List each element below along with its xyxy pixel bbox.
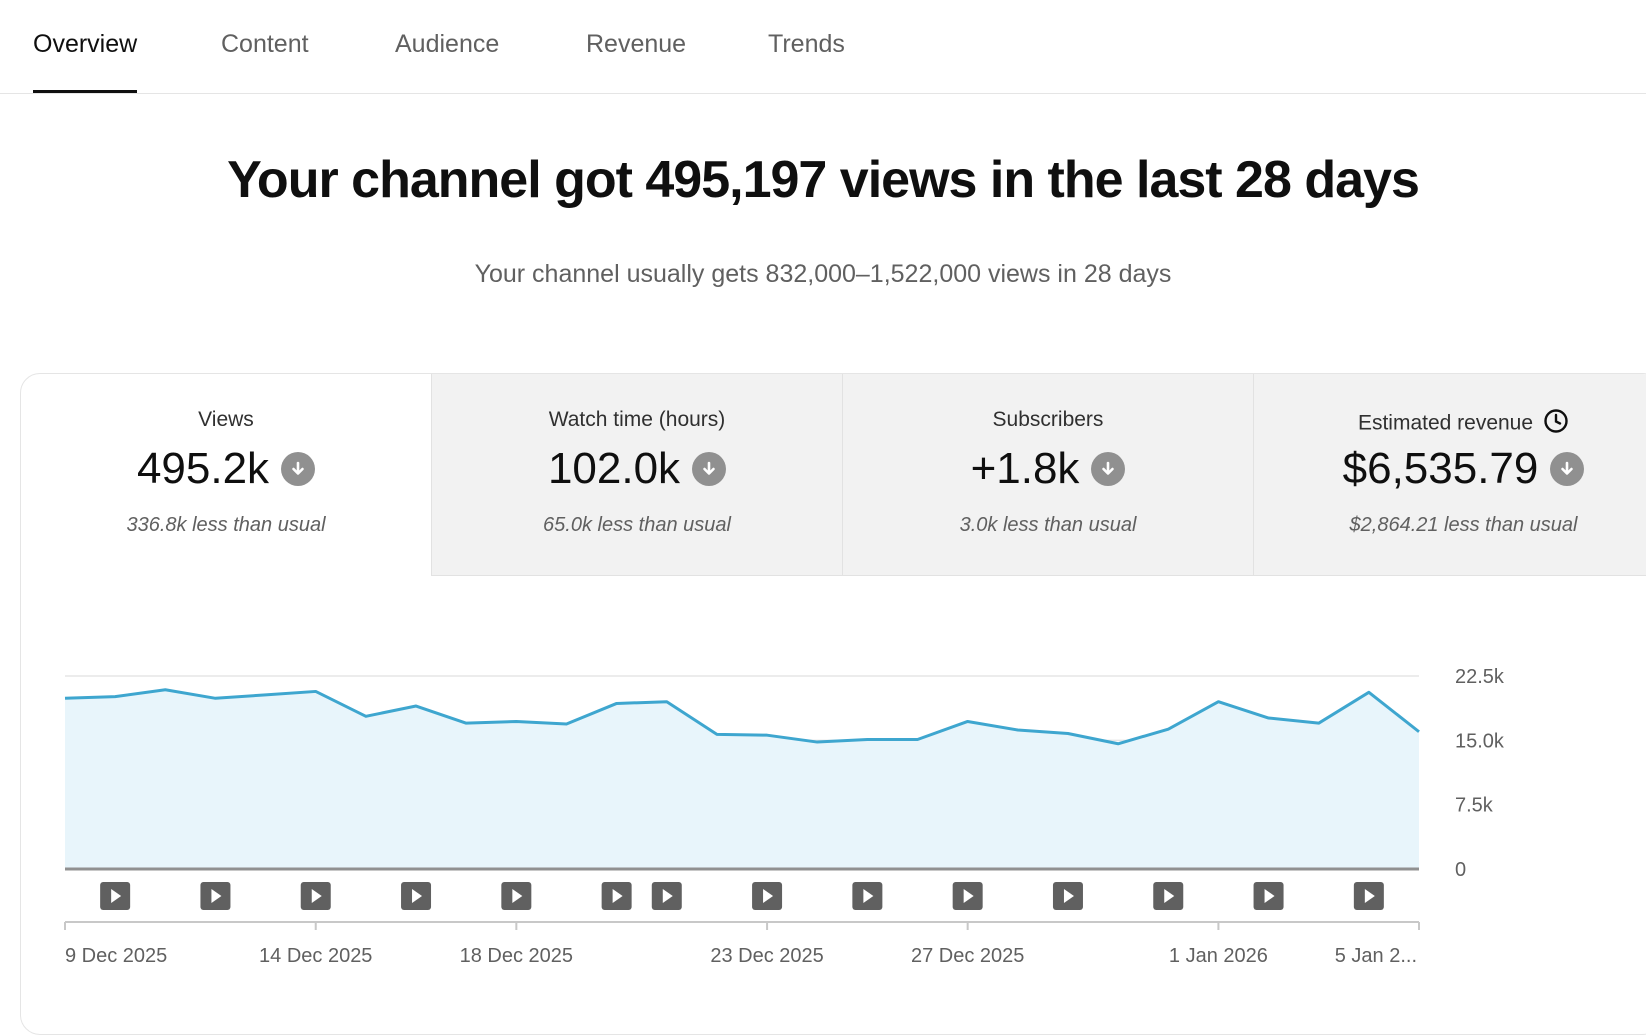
- x-tick-label: 23 Dec 2025: [710, 945, 823, 967]
- metric-tile-subscribers[interactable]: Subscribers +1.8k 3.0k less than usual: [842, 374, 1253, 576]
- metric-value: 102.0k: [547, 444, 681, 493]
- y-tick-label: 7.5k: [1455, 795, 1494, 817]
- metric-comparison: 336.8k less than usual: [126, 514, 326, 536]
- y-tick-label: 22.5k: [1455, 666, 1505, 688]
- metric-tile-estimated-revenue[interactable]: Estimated revenue $6,535.79 $2,864.21 le…: [1253, 374, 1646, 576]
- tab-content[interactable]: Content: [221, 30, 309, 58]
- views-area-fill: [65, 689, 1419, 869]
- video-published-icon[interactable]: [1052, 882, 1083, 910]
- metric-tile-views[interactable]: Views 495.2k 336.8k less than usual: [21, 374, 431, 576]
- metric-comparison: 3.0k less than usual: [959, 514, 1137, 536]
- tab-overview[interactable]: Overview: [33, 30, 138, 93]
- tab-trends[interactable]: Trends: [768, 30, 845, 58]
- video-published-icon[interactable]: [1253, 882, 1284, 910]
- views-area-chart: 0 7.5k 15.0k 22.5k 9 Dec 2025 14 Dec 2025 18 D…: [64, 666, 1505, 967]
- metric-label-row: Estimated revenue: [1254, 408, 1646, 440]
- metric-label: Subscribers: [992, 408, 1104, 431]
- video-published-icon[interactable]: [1153, 882, 1184, 910]
- video-published-icon[interactable]: [401, 882, 432, 910]
- metric-value: $6,535.79: [1342, 444, 1539, 493]
- metric-tile-watch-time[interactable]: Watch time (hours) 102.0k 65.0k less tha…: [431, 374, 842, 576]
- metric-comparison: 65.0k less than usual: [543, 514, 731, 536]
- arrow-down-circle-icon: [692, 452, 727, 486]
- metric-label: Views: [198, 408, 254, 431]
- video-published-icon[interactable]: [200, 882, 231, 910]
- arrow-down-circle-icon: [1550, 452, 1585, 486]
- tab-audience[interactable]: Audience: [395, 30, 500, 58]
- video-published-icon[interactable]: [752, 882, 783, 910]
- x-tick-label: 14 Dec 2025: [259, 945, 372, 967]
- clock-icon[interactable]: [1543, 408, 1569, 440]
- analytics-tab-bar: Overview Content Audience Revenue Trends: [0, 0, 1646, 94]
- video-published-icon[interactable]: [300, 882, 331, 910]
- metric-label: Estimated revenue: [1357, 411, 1534, 435]
- y-tick-label: 15.0k: [1455, 730, 1505, 752]
- overview-metrics-card: Views 495.2k 336.8k less than usual Watc…: [20, 373, 1646, 1035]
- page-headline: Your channel got 495,197 views in the la…: [227, 151, 1420, 209]
- video-published-icon[interactable]: [100, 882, 131, 910]
- y-tick-label: 0: [1455, 859, 1466, 881]
- metric-value: 495.2k: [136, 444, 270, 493]
- views-series-line: [64, 688, 1420, 746]
- metric-value: +1.8k: [970, 444, 1080, 493]
- x-tick-label: 27 Dec 2025: [911, 945, 1024, 967]
- metric-label: Watch time (hours): [548, 408, 726, 431]
- arrow-down-circle-icon: [281, 452, 316, 486]
- x-tick-label: 5 Jan 2...: [1335, 945, 1417, 967]
- metric-comparison: $2,864.21 less than usual: [1349, 514, 1578, 536]
- x-tick-label: 18 Dec 2025: [460, 945, 573, 967]
- video-published-icon[interactable]: [651, 882, 682, 910]
- x-tick-label: 9 Dec 2025: [65, 945, 167, 967]
- usual-views-summary: Your channel usually gets 832,000–1,522,…: [474, 260, 1172, 288]
- video-published-icon[interactable]: [852, 882, 883, 910]
- video-published-icon[interactable]: [601, 882, 632, 910]
- x-tick-label: 1 Jan 2026: [1169, 945, 1268, 967]
- arrow-down-circle-icon: [1091, 452, 1126, 486]
- video-published-icon[interactable]: [1353, 882, 1384, 910]
- video-published-icon[interactable]: [952, 882, 983, 910]
- tab-revenue[interactable]: Revenue: [586, 30, 687, 58]
- video-published-icon[interactable]: [501, 882, 532, 910]
